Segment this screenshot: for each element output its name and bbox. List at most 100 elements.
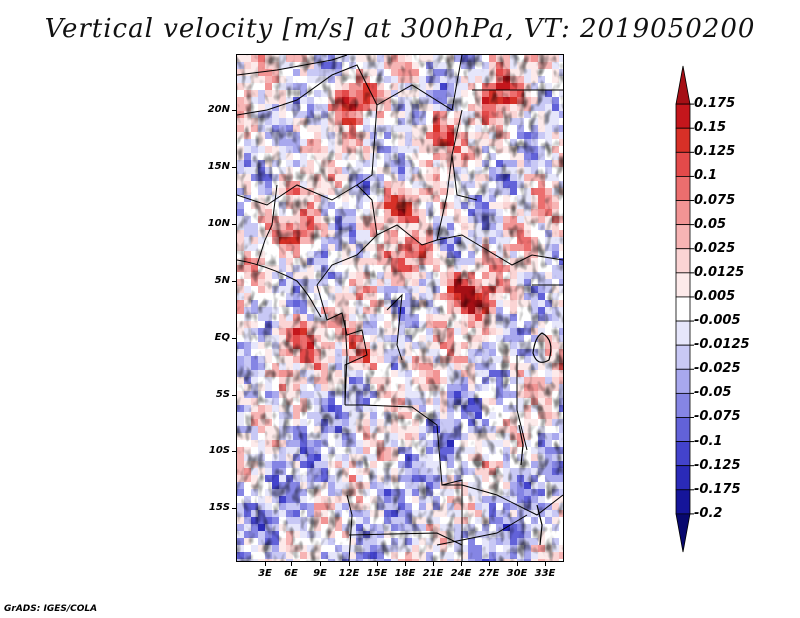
border-line [461, 484, 563, 516]
colorbar-segment [675, 224, 691, 250]
lat-tick [232, 338, 236, 339]
lon-tick [405, 562, 406, 566]
colorbar-segment [675, 344, 691, 370]
border-line [237, 55, 348, 76]
lat-label-15s: 15S [208, 502, 230, 513]
border-line [436, 514, 528, 546]
colorbar-segment [675, 151, 691, 177]
lon-tick [265, 562, 266, 566]
colorbar-segment [675, 368, 691, 394]
colorbar-level-label: -0.175 [694, 481, 741, 497]
lon-tick [377, 562, 378, 566]
lat-tick [232, 110, 236, 111]
lon-label-27e: 27E [478, 568, 500, 579]
lat-tick [232, 224, 236, 225]
field-texture [237, 55, 563, 561]
colorbar-segment [675, 465, 691, 491]
border-line [436, 154, 453, 241]
colorbar-level-label: -0.2 [694, 505, 723, 521]
border-line [237, 104, 378, 206]
colorbar-level-label: -0.125 [694, 457, 741, 473]
map-panel [236, 54, 564, 562]
border-line [344, 319, 348, 406]
lon-tick [461, 562, 462, 566]
colorbar-level-label: 0.125 [694, 144, 736, 160]
lon-tick [291, 562, 292, 566]
colorbar-level-label: -0.025 [694, 361, 741, 377]
colorbar-level-label: 0.175 [694, 96, 736, 112]
border-line [256, 184, 278, 266]
colorbar-level-label: 0.0125 [694, 264, 745, 280]
lon-label-30e: 30E [506, 568, 528, 579]
lon-label-33e: 33E [534, 568, 556, 579]
lakes [518, 332, 552, 546]
colorbar-segment [675, 127, 691, 153]
lon-tick [545, 562, 546, 566]
colorbar-segment [675, 103, 691, 129]
border-line [376, 224, 488, 251]
border-line [345, 404, 463, 545]
border-line [376, 55, 463, 111]
lon-tick [517, 562, 518, 566]
colorbar-level-label: 0.005 [694, 288, 736, 304]
colorbar-segment [675, 65, 691, 105]
border-line [386, 293, 403, 361]
lat-tick [232, 281, 236, 282]
colorbar-level-label: 0.1 [694, 168, 718, 184]
lat-tick [232, 167, 236, 168]
colorbar-level-label: -0.075 [694, 409, 741, 425]
lake-tanganyika [518, 424, 524, 466]
colorbar-level-label: 0.025 [694, 240, 736, 256]
lat-label-10s: 10S [208, 445, 230, 456]
grads-credit: GrADS: IGES/COLA [4, 604, 98, 614]
border-line [348, 532, 463, 561]
lon-tick [320, 562, 321, 566]
colorbar-segment [675, 513, 691, 553]
lon-tick [433, 562, 434, 566]
colorbar-level-label: -0.005 [694, 313, 741, 329]
border-line [516, 355, 528, 451]
lat-tick [232, 395, 236, 396]
border-line [316, 284, 368, 405]
coastline [237, 259, 322, 318]
border-line [316, 184, 378, 286]
lon-label-9e: 9E [313, 568, 327, 579]
lake-victoria [532, 332, 552, 363]
colorbar-segment [675, 200, 691, 226]
plot-title: Vertical velocity [m/s] at 300hPa, VT: 2… [44, 14, 756, 44]
lon-label-3e: 3E [258, 568, 272, 579]
lon-label-18e: 18E [394, 568, 416, 579]
lon-label-6e: 6E [284, 568, 298, 579]
lat-tick [232, 508, 236, 509]
lon-label-24e: 24E [450, 568, 472, 579]
border-line [451, 109, 478, 201]
colorbar-level-label: -0.0125 [694, 337, 750, 353]
lon-label-15e: 15E [366, 568, 388, 579]
colorbar-level-label: -0.1 [694, 433, 723, 449]
lat-label-15n: 15N [207, 161, 230, 172]
lon-tick [489, 562, 490, 566]
colorbar-segment [675, 272, 691, 298]
colorbar-segment [675, 320, 691, 346]
country-borders [237, 55, 563, 561]
lon-tick [349, 562, 350, 566]
colorbar-segment [675, 417, 691, 442]
lake-malawi [536, 504, 543, 546]
colorbar-segment [675, 441, 691, 467]
lat-label-5n: 5N [214, 275, 230, 286]
colorbar-segment [675, 176, 691, 201]
colorbar-level-label: 0.15 [694, 120, 727, 136]
lat-label-5s: 5S [215, 389, 230, 400]
colorbar-segment [675, 248, 691, 274]
colorbar-segment [675, 489, 691, 515]
colorbar-segment [675, 296, 691, 322]
lat-label-10n: 10N [207, 218, 230, 229]
lon-label-21e: 21E [422, 568, 444, 579]
colorbar-level-label: -0.05 [694, 385, 732, 401]
border-line [346, 494, 353, 561]
colorbar-segment [675, 392, 691, 418]
lat-label-eq: EQ [214, 332, 230, 343]
map-field [237, 55, 563, 561]
lat-label-20n: 20N [207, 104, 230, 115]
